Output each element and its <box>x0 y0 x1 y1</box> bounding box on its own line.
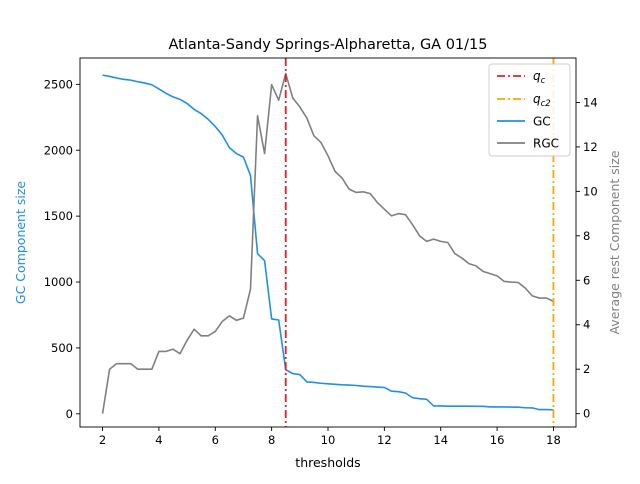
y-left-tick-label: 0 <box>66 407 73 421</box>
y-left-tick-label: 1500 <box>44 209 73 223</box>
chart-title: Atlanta-Sandy Springs-Alpharetta, GA 01/… <box>168 37 487 53</box>
plot-content <box>101 58 555 427</box>
legend-qc-symbol: q <box>533 69 541 83</box>
y-left-tick-label: 1000 <box>44 275 73 289</box>
legend-gc-label: GC <box>533 115 551 129</box>
x-tick-label: 6 <box>212 433 219 447</box>
y-right-tick-label: 6 <box>583 273 590 287</box>
x-tick-label: 8 <box>268 433 275 447</box>
y-right-tick-label: 4 <box>583 318 590 332</box>
x-tick-label: 18 <box>546 433 561 447</box>
series-line-rgc <box>101 72 554 414</box>
y-right-tick-label: 2 <box>583 362 590 376</box>
axes: 2 4 6 8 10 12 14 16 18 0 500 1000 1500 2000 2500 0 2 4 6 8 1… <box>44 77 598 447</box>
x-tick-label: 12 <box>377 433 392 447</box>
x-tick-label: 4 <box>155 433 162 447</box>
y-axis-right-label: Average rest Component size <box>607 150 622 334</box>
x-tick-label: 2 <box>99 433 106 447</box>
legend-qc-subscript: c <box>541 76 546 86</box>
x-tick-label: 14 <box>433 433 448 447</box>
legend: qc qc2 GC RGC <box>488 63 571 157</box>
x-tick-label: 16 <box>490 433 505 447</box>
y-left-tick-label: 2500 <box>44 77 73 91</box>
series-line-gc <box>102 74 554 411</box>
y-axis-left-label: GC Component size <box>13 181 28 304</box>
y-right-tick-label: 8 <box>583 229 590 243</box>
legend-qc-label: qc <box>533 69 546 86</box>
y-right-tick-label: 0 <box>583 407 590 421</box>
legend-box <box>488 63 571 157</box>
y-left-tick-label: 500 <box>51 341 73 355</box>
legend-qc2-subscript: c2 <box>541 99 551 109</box>
y-right-tick-label: 12 <box>583 140 598 154</box>
y-right-tick-label: 10 <box>583 184 598 198</box>
y-right-tick-label: 14 <box>583 95 598 109</box>
x-tick-label: 10 <box>321 433 336 447</box>
legend-rgc-label: RGC <box>533 137 559 151</box>
legend-qc2-label: qc2 <box>533 92 551 109</box>
x-axis-label: thresholds <box>295 455 360 470</box>
legend-qc2-symbol: q <box>533 92 541 106</box>
y-left-tick-label: 2000 <box>44 143 73 157</box>
